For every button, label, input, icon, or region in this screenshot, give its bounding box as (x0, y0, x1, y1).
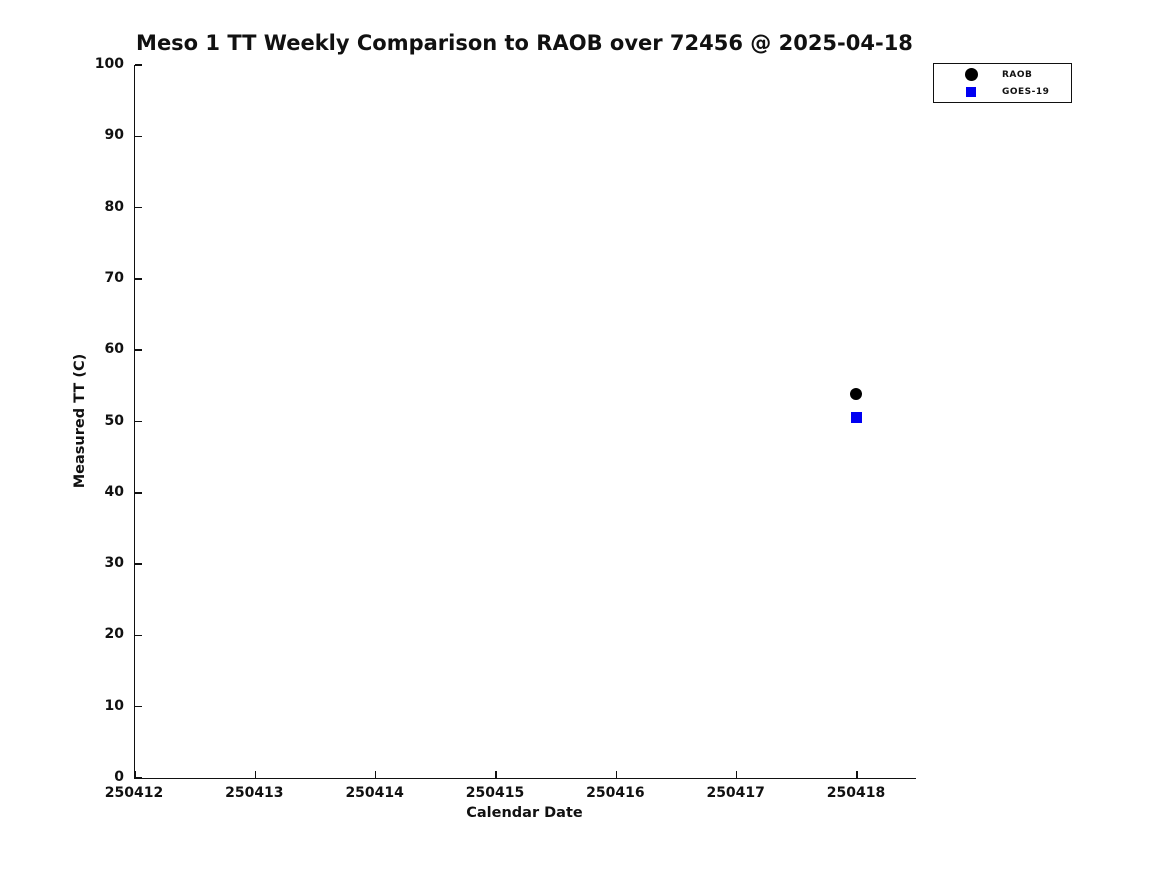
x-tick-label: 250413 (225, 785, 284, 801)
x-axis-label: Calendar Date (466, 805, 583, 821)
legend-item-raob: RAOB (934, 66, 1071, 83)
y-tick-label: 50 (104, 412, 124, 429)
x-tick (495, 771, 497, 778)
y-tick-label: 30 (104, 555, 124, 572)
legend: RAOB GOES-19 (933, 63, 1072, 103)
x-tick-label: 250416 (586, 785, 645, 801)
x-tick (374, 771, 377, 778)
y-tick (135, 492, 142, 494)
x-tick-label: 250414 (345, 785, 404, 801)
legend-label: GOES-19 (1002, 86, 1050, 97)
chart-title: Meso 1 TT Weekly Comparison to RAOB over… (136, 31, 913, 55)
y-tick (135, 64, 142, 66)
data-point-goes-19 (850, 412, 862, 424)
y-tick-label: 90 (104, 127, 124, 144)
legend-item-goes-19: GOES-19 (934, 83, 1071, 100)
legend-label: RAOB (1002, 69, 1033, 80)
plot-area (134, 64, 916, 779)
x-tick-label: 250418 (826, 785, 886, 801)
y-tick (135, 777, 142, 779)
x-tick-label: 250412 (104, 785, 164, 801)
y-tick (135, 206, 142, 209)
y-tick (135, 349, 142, 351)
y-tick (135, 705, 142, 708)
x-tick (856, 771, 858, 778)
y-tick-label: 80 (104, 198, 124, 215)
circle-marker-icon (965, 68, 978, 81)
x-tick-label: 250417 (706, 785, 765, 801)
y-tick-label: 60 (104, 341, 124, 358)
data-point-raob (850, 387, 863, 400)
y-tick-label: 10 (104, 697, 124, 714)
x-tick (735, 771, 738, 778)
y-tick-label: 100 (94, 56, 124, 72)
square-marker-icon (966, 86, 976, 97)
y-tick (135, 420, 142, 423)
y-tick (135, 278, 142, 280)
x-tick (254, 771, 257, 778)
y-tick-label: 0 (114, 769, 124, 785)
y-tick (135, 563, 142, 565)
y-tick (135, 634, 142, 637)
y-tick-label: 20 (104, 626, 124, 643)
x-tick-label: 250415 (465, 785, 525, 801)
y-tick-label: 40 (104, 483, 124, 500)
y-tick-label: 70 (104, 269, 124, 286)
x-tick (134, 771, 136, 778)
y-tick (135, 135, 142, 138)
x-tick (615, 771, 618, 778)
